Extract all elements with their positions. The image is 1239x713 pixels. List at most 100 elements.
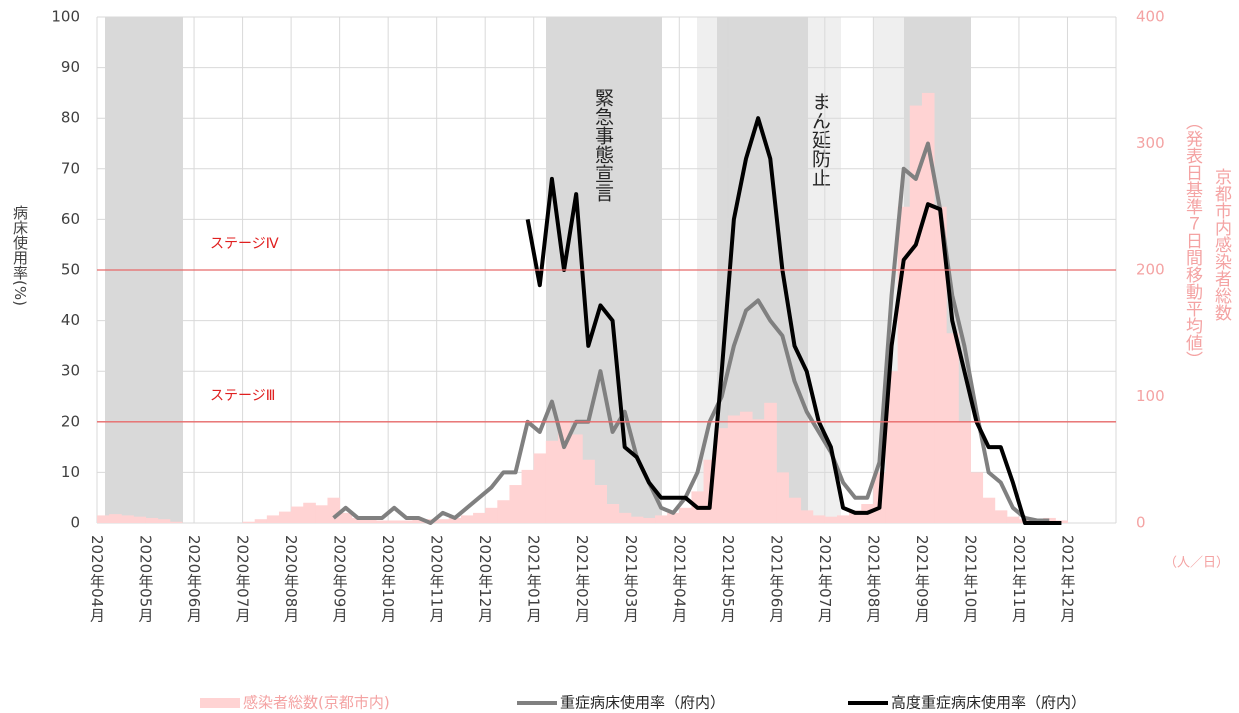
infection-bar — [485, 507, 498, 523]
infection-bar — [448, 517, 462, 523]
infection-bar — [812, 515, 826, 523]
y-tick-label: 90 — [61, 58, 80, 76]
infection-bar — [557, 421, 571, 523]
y2-axis-label: （発表日基準７日間移動平均値） — [1182, 113, 1203, 368]
infection-bar — [642, 517, 656, 523]
y-tick-label: 50 — [61, 261, 80, 279]
series-line — [332, 141, 1050, 525]
infection-bar — [800, 510, 814, 523]
infection-bar — [291, 506, 304, 523]
y-tick-label: 60 — [61, 210, 80, 228]
infection-bar — [582, 459, 595, 523]
x-tick-label: 2021年06月 — [767, 535, 785, 623]
y-tick-label: 100 — [51, 8, 80, 26]
x-tick-label: 2020年08月 — [282, 535, 300, 623]
infection-bar — [715, 428, 729, 523]
x-tick-label: 2021年01月 — [525, 535, 543, 623]
infection-bar — [764, 402, 777, 523]
infection-bar — [509, 485, 523, 523]
y-tick-label: 10 — [61, 463, 80, 481]
infection-bar — [388, 520, 401, 523]
infection-bar — [473, 512, 486, 523]
infection-bar — [254, 519, 268, 523]
y-tick-label: 40 — [61, 311, 80, 329]
infection-bar — [570, 434, 583, 523]
x-tick-label: 2021年12月 — [1058, 535, 1076, 623]
infection-bar — [109, 514, 122, 523]
infection-bar — [376, 520, 389, 523]
y2-tick-label: 0 — [1136, 514, 1146, 532]
infection-bar — [400, 520, 413, 523]
infection-bar — [1055, 520, 1068, 523]
x-tick-label: 2020年06月 — [185, 535, 203, 623]
infection-bar — [533, 453, 547, 523]
reference-label: ステージⅢ — [210, 388, 275, 404]
infection-bar — [946, 333, 959, 523]
legend-label: 感染者総数(京都市内) — [243, 694, 390, 712]
infection-bar — [727, 415, 741, 523]
infection-bar — [266, 515, 280, 523]
infection-bar — [412, 519, 426, 523]
x-tick-label: 2021年08月 — [864, 535, 882, 623]
infection-bar — [303, 502, 316, 523]
infection-bar — [958, 421, 971, 523]
x-tick-label: 2020年04月 — [88, 535, 106, 623]
reference-label: ステージⅣ — [210, 236, 279, 252]
infection-bar — [157, 519, 171, 523]
y2-axis-label: 京都市内感染者総数 — [1211, 168, 1232, 321]
y2-tick-label: 200 — [1136, 261, 1165, 279]
legend-label: 高度重症病床使用率（府内） — [891, 694, 1086, 712]
annotation: まん延防止 — [809, 92, 831, 187]
y2-tick-label: 300 — [1136, 134, 1165, 152]
x-tick-label: 2020年05月 — [137, 535, 155, 623]
x-tick-label: 2020年07月 — [234, 535, 252, 623]
y2-tick-label: 100 — [1136, 387, 1165, 405]
infection-bar — [679, 507, 692, 523]
y-tick-label: 80 — [61, 109, 80, 127]
y2-unit: （人／日） — [1164, 556, 1229, 571]
x-tick-label: 2021年11月 — [1010, 535, 1028, 623]
infection-bar — [460, 515, 474, 523]
infection-bar — [351, 517, 365, 523]
x-tick-label: 2021年07月 — [816, 535, 834, 623]
infection-bar — [315, 505, 328, 523]
infection-bar — [982, 497, 996, 523]
infection-bar — [327, 497, 341, 523]
y2-tick-label: 400 — [1136, 8, 1165, 26]
infection-bar — [242, 521, 256, 523]
x-tick-label: 2021年04月 — [670, 535, 688, 623]
infection-bar — [145, 517, 159, 523]
x-tick-label: 2021年05月 — [719, 535, 737, 623]
x-tick-label: 2020年12月 — [476, 535, 494, 623]
x-tick-label: 2020年10月 — [379, 535, 397, 623]
legend-label: 重症病床使用率（府内） — [560, 694, 725, 712]
y-tick-label: 70 — [61, 159, 80, 177]
series-line — [525, 116, 1062, 525]
infection-bar — [752, 419, 765, 523]
infection-bar — [594, 485, 607, 523]
infection-bar — [970, 472, 984, 523]
infection-bar — [363, 519, 377, 523]
infection-bar — [521, 469, 535, 523]
infection-bar — [667, 512, 680, 523]
infection-bar — [618, 512, 632, 523]
y-axis-label: 病床使用率(%) — [11, 205, 29, 306]
x-tick-label: 2021年10月 — [961, 535, 979, 623]
infection-bar — [836, 515, 850, 523]
infection-bar — [545, 440, 559, 523]
infection-bar — [133, 516, 147, 523]
infection-bar — [339, 512, 353, 523]
infection-bar — [1006, 516, 1020, 523]
infection-bar — [606, 504, 620, 523]
infection-bar — [921, 92, 935, 524]
infection-bar — [121, 515, 134, 523]
infection-bar — [909, 105, 923, 524]
y-tick-label: 0 — [70, 514, 80, 532]
x-tick-label: 2020年11月 — [428, 535, 446, 623]
x-tick-label: 2020年09月 — [331, 535, 349, 623]
x-tick-label: 2021年09月 — [913, 535, 931, 623]
infection-bar — [436, 519, 450, 523]
infection-bar — [97, 515, 110, 523]
infection-bar — [655, 515, 668, 523]
